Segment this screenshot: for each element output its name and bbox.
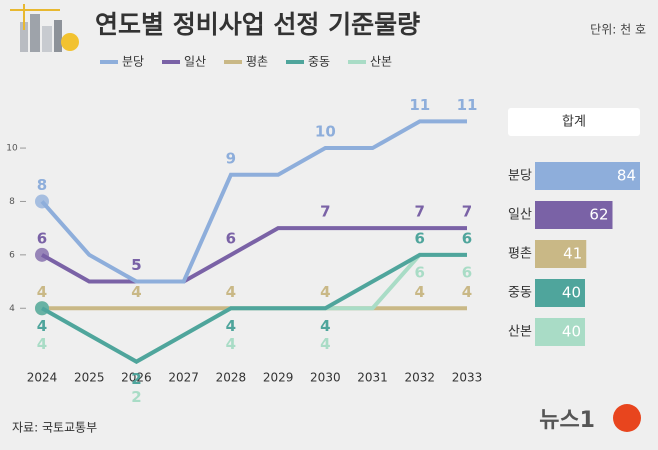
series-line xyxy=(41,226,467,284)
logo-text: 뉴스1 xyxy=(539,408,595,433)
data-label: 4 xyxy=(37,335,47,353)
x-tick-label: 2031 xyxy=(357,371,388,385)
bar-category: 중동 xyxy=(508,286,532,301)
bar-category: 평촌 xyxy=(508,247,532,262)
bar-category: 산본 xyxy=(508,325,532,340)
legend-label: 산본 xyxy=(370,55,392,69)
bar-category: 분당 xyxy=(508,169,532,184)
total-header-box xyxy=(508,108,640,136)
logo-mark xyxy=(613,404,641,432)
bar xyxy=(535,240,587,268)
x-tick-label: 2029 xyxy=(263,371,294,385)
x-tick-label: 2026 xyxy=(121,371,152,385)
bar xyxy=(535,162,640,190)
data-label: 4 xyxy=(37,317,47,335)
data-label: 6 xyxy=(462,229,472,247)
bar-category: 일산 xyxy=(508,208,532,223)
bar-value: 41 xyxy=(563,245,582,263)
data-label: 4 xyxy=(131,283,141,301)
x-tick-label: 2033 xyxy=(452,371,483,385)
chart-title: 연도별 정비사업 선정 기준물량 xyxy=(95,10,420,39)
x-tick-label: 2030 xyxy=(310,371,341,385)
data-label: 11 xyxy=(409,96,430,114)
bar xyxy=(535,318,585,346)
x-tick-label: 2025 xyxy=(74,371,105,385)
total-title: 합계 xyxy=(562,115,586,130)
data-label: 4 xyxy=(462,283,472,301)
data-label: 6 xyxy=(226,229,236,247)
series-line xyxy=(40,119,467,284)
data-label: 7 xyxy=(462,203,472,221)
data-label: 11 xyxy=(457,96,478,114)
data-label: 9 xyxy=(226,149,236,167)
data-label: 5 xyxy=(131,256,141,274)
x-tick-label: 2024 xyxy=(27,371,58,385)
data-label: 6 xyxy=(415,263,425,281)
data-label: 5 xyxy=(131,256,141,274)
bar xyxy=(535,279,585,307)
x-tick-label: 2032 xyxy=(405,371,436,385)
legend-label: 분당 xyxy=(122,55,144,69)
data-label: 4 xyxy=(320,283,330,301)
data-label: 4 xyxy=(226,317,236,335)
data-label: 4 xyxy=(226,335,236,353)
y-tick-label: 4 xyxy=(9,304,15,314)
data-label: 4 xyxy=(320,317,330,335)
data-label: 6 xyxy=(415,229,425,247)
data-label: 8 xyxy=(37,176,47,194)
start-dot xyxy=(35,301,49,316)
start-dot xyxy=(35,247,49,262)
data-label: 7 xyxy=(415,203,425,221)
data-label: 4 xyxy=(320,335,330,353)
y-tick-label: 10 xyxy=(6,144,18,154)
legend-label: 평촌 xyxy=(246,55,268,69)
data-label: 7 xyxy=(320,203,330,221)
data-label: 4 xyxy=(226,283,236,301)
bar-value: 62 xyxy=(589,206,608,224)
legend-label: 중동 xyxy=(308,55,330,69)
data-label: 2 xyxy=(131,388,141,406)
x-tick-label: 2028 xyxy=(216,371,247,385)
x-tick-label: 2027 xyxy=(168,371,199,385)
data-label: 4 xyxy=(37,283,47,301)
legend-label: 일산 xyxy=(184,55,206,69)
y-tick-label: 6 xyxy=(9,250,15,260)
bar-value: 84 xyxy=(617,167,636,185)
bar-value: 40 xyxy=(562,284,581,302)
data-label: 4 xyxy=(415,283,425,301)
source: 자료: 국토교통부 xyxy=(12,421,97,435)
title-icon xyxy=(10,4,79,52)
y-tick-label: 8 xyxy=(9,197,15,207)
series-line xyxy=(41,252,467,364)
data-label: 6 xyxy=(37,229,47,247)
bar xyxy=(535,201,613,229)
data-label: 10 xyxy=(315,123,336,141)
start-dot xyxy=(35,194,49,209)
unit-label: 단위: 천 호 xyxy=(590,22,646,37)
data-label: 2 xyxy=(131,370,141,388)
data-label: 6 xyxy=(462,263,472,281)
bar-value: 40 xyxy=(562,323,581,341)
